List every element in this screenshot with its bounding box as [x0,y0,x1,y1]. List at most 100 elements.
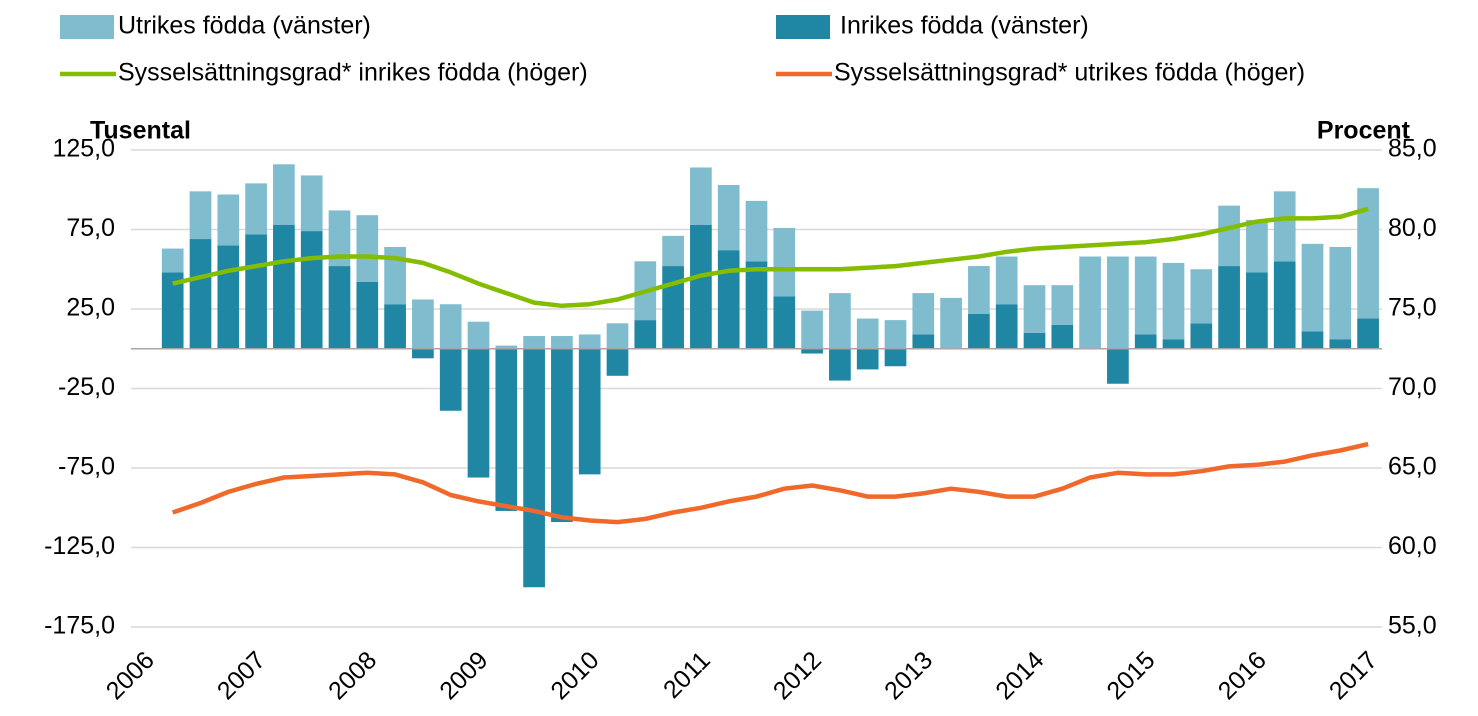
bar [940,297,962,349]
line [172,206,1369,309]
bar [606,348,629,376]
bar [1134,256,1157,335]
bar [1273,261,1296,349]
bar [328,266,351,349]
y2-tick-label: 85,0 [1388,135,1437,163]
bar [273,224,295,349]
bar [717,250,740,349]
y-tick-label: 125,0 [52,135,115,163]
bar [968,266,990,314]
bar [745,261,768,349]
y-tick-label: -75,0 [58,453,115,481]
bar [995,256,1018,305]
bar [912,293,935,335]
bar [912,334,935,349]
bar [1357,318,1379,349]
bar [217,245,240,349]
bar [578,348,601,475]
bar [1107,348,1129,384]
bar [273,164,295,225]
y-tick-label: -175,0 [44,612,115,640]
bar [1162,262,1185,340]
bar [690,167,712,225]
y-axis-title: Tusental [90,117,191,145]
bar [606,323,629,349]
bar [1079,256,1101,349]
y2-tick-label: 70,0 [1388,373,1437,401]
bar [1246,272,1268,349]
bar [1246,219,1268,273]
bar [1023,332,1046,349]
bar [995,304,1018,349]
bar [1273,191,1296,262]
y-tick-label: -25,0 [58,373,115,401]
bar [161,248,184,273]
y-tick-label: 25,0 [66,294,115,322]
bar [856,348,879,370]
bar [634,320,657,349]
y2-tick-label: 55,0 [1388,612,1437,640]
legend-label: Utrikes födda (vänster) [118,12,371,40]
x-tick-label: 2006 [101,646,160,705]
bar [773,296,796,349]
bar [884,320,907,349]
bar [1190,269,1213,324]
bar [384,304,406,349]
bar [1051,285,1074,325]
x-tick-label: 2009 [434,646,493,705]
y2-tick-label: 60,0 [1388,532,1437,560]
bar [412,348,434,359]
legend-swatch [60,15,114,39]
bar [773,227,796,297]
bar [829,293,851,349]
bar [1301,331,1324,349]
x-tick-label: 2007 [212,646,271,705]
bar [467,321,490,349]
bar [300,175,323,232]
bar [662,235,684,267]
bar [523,336,545,349]
y2-tick-label: 75,0 [1388,294,1437,322]
y-tick-label: 75,0 [66,214,115,242]
bar [1051,324,1074,349]
x-tick-label: 2010 [545,646,604,705]
bar [189,239,212,349]
bar [356,215,379,282]
bar [1218,266,1240,349]
bar [245,234,267,349]
bar [662,266,684,349]
bar [1329,339,1352,349]
x-tick-label: 2013 [879,646,938,705]
bar [1162,339,1185,349]
y-tick-label: -125,0 [44,532,115,560]
x-tick-label: 2012 [768,646,827,705]
bar [1134,334,1157,349]
bar [856,318,879,349]
bar [467,348,490,478]
bar [717,184,740,251]
y2-tick-label: 80,0 [1388,214,1437,242]
x-tick-label: 2016 [1213,646,1272,705]
x-tick-label: 2014 [990,646,1049,705]
bar [217,194,240,246]
bar [439,304,462,349]
bar [523,348,545,588]
bar [189,191,212,240]
y2-tick-label: 65,0 [1388,453,1437,481]
bar [745,200,768,262]
bar [578,334,601,349]
x-tick-label: 2015 [1101,646,1160,705]
bar [1218,205,1240,267]
bar [495,345,518,349]
line [171,441,1369,525]
bar [801,310,823,349]
bar [1357,188,1379,319]
bar [328,210,351,267]
x-tick-label: 2017 [1324,646,1383,705]
bar [690,224,712,349]
bar [245,183,267,235]
x-tick-label: 2011 [658,646,716,704]
legend-swatch [776,15,830,39]
bar [356,281,379,349]
